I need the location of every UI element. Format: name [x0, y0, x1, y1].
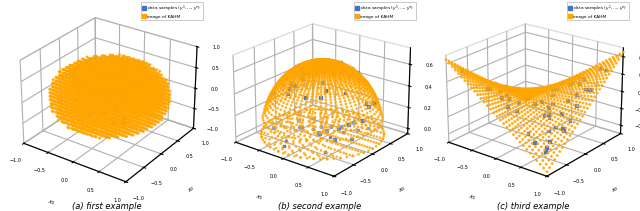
Legend: data samples $(y^1, \ldots, y^n)$, image of KAHM: data samples $(y^1, \ldots, y^n)$, image…	[567, 2, 628, 20]
Y-axis label: $x_2$: $x_2$	[610, 184, 621, 195]
Text: (b) second example: (b) second example	[278, 202, 362, 211]
Legend: data samples $(y^1, \ldots, y^n)$, image of KAHM: data samples $(y^1, \ldots, y^n)$, image…	[141, 2, 203, 20]
X-axis label: $x_1$: $x_1$	[253, 193, 264, 203]
X-axis label: $x_1$: $x_1$	[45, 198, 56, 208]
Text: (c) third example: (c) third example	[497, 202, 569, 211]
Legend: data samples $(y^1, \ldots, y^n)$, image of KAHM: data samples $(y^1, \ldots, y^n)$, image…	[354, 2, 416, 20]
X-axis label: $x_1$: $x_1$	[467, 193, 477, 203]
Text: (a) first example: (a) first example	[72, 202, 142, 211]
Y-axis label: $x_2$: $x_2$	[186, 183, 198, 195]
Y-axis label: $x_2$: $x_2$	[397, 184, 408, 195]
